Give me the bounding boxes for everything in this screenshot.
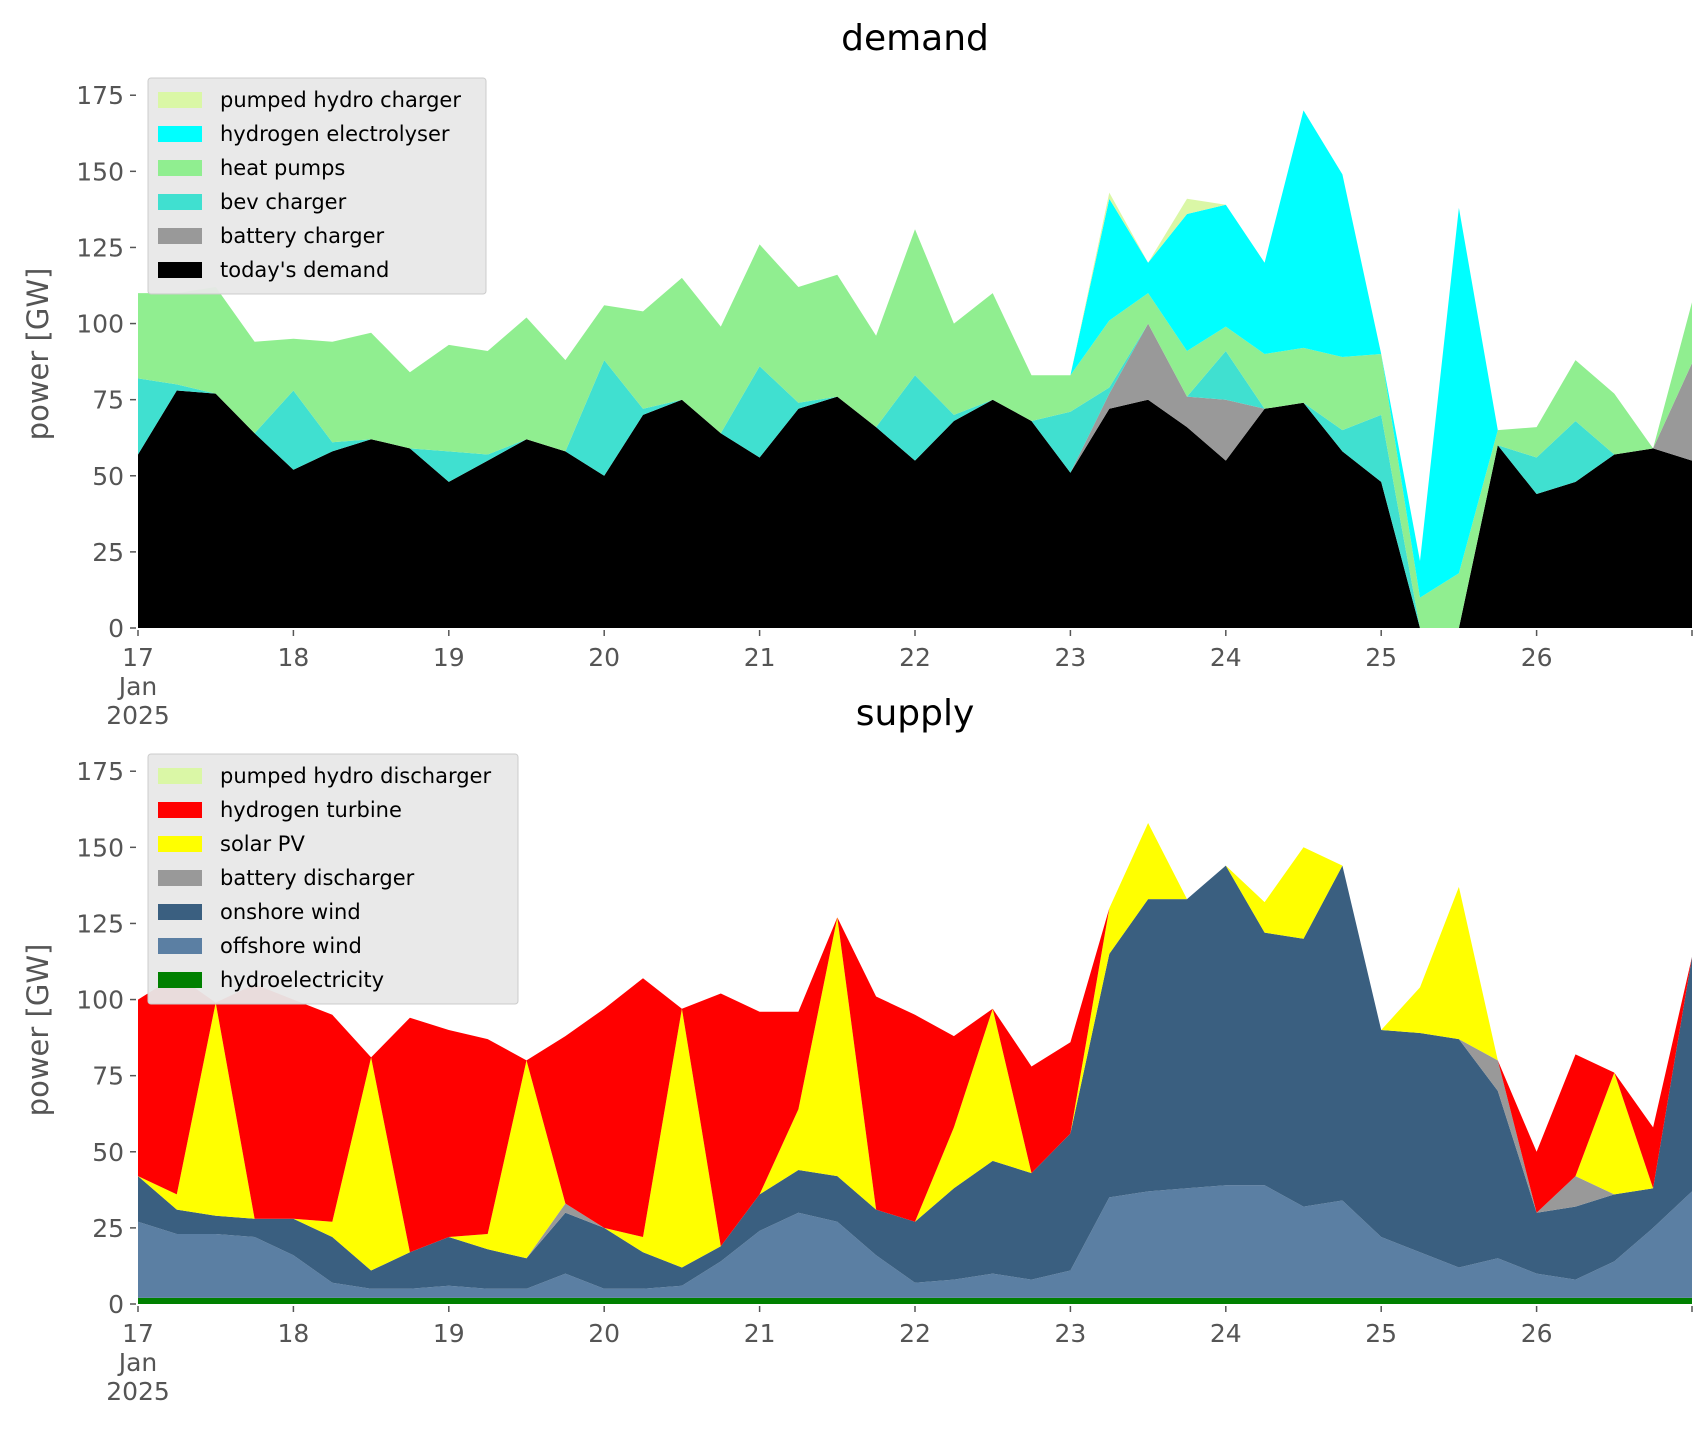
y-tick-label: 75 xyxy=(92,386,124,415)
x-tick-label: 24 xyxy=(1210,643,1242,672)
legend-label: pumped hydro charger xyxy=(220,88,461,112)
x-tick-label: 19 xyxy=(433,1319,465,1348)
legend-swatch xyxy=(158,802,202,818)
legend-box xyxy=(147,77,487,295)
legend-label: hydrogen electrolyser xyxy=(220,122,450,146)
y-tick-label: 100 xyxy=(76,986,124,1015)
x-tick-label: 20 xyxy=(588,1319,620,1348)
legend-swatch xyxy=(158,768,202,784)
legend-swatch xyxy=(158,870,202,886)
y-tick-label: 150 xyxy=(76,157,124,186)
y-axis-label: power [GW] xyxy=(21,944,55,1117)
x-tick-label: 25 xyxy=(1365,1319,1397,1348)
area-series-1 xyxy=(138,1185,1692,1298)
x-tick-sublabel: 2025 xyxy=(106,701,170,730)
x-tick-label: 25 xyxy=(1365,643,1397,672)
legend-label: battery discharger xyxy=(220,866,415,890)
x-tick-label: 23 xyxy=(1054,643,1086,672)
y-tick-label: 175 xyxy=(76,757,124,786)
y-tick-label: 25 xyxy=(92,538,124,567)
legend-label: hydroelectricity xyxy=(220,968,384,992)
chart-title: supply xyxy=(856,693,975,734)
x-tick-label: 17 xyxy=(122,643,154,672)
y-tick-label: 125 xyxy=(76,233,124,262)
x-tick-label: 21 xyxy=(744,643,776,672)
x-tick-label: 18 xyxy=(277,643,309,672)
legend-label: bev charger xyxy=(220,190,347,214)
y-axis-label: power [GW] xyxy=(21,268,55,441)
area-series-4 xyxy=(138,823,1692,1271)
legend-swatch xyxy=(158,938,202,954)
area-series-0 xyxy=(138,1297,1692,1304)
legend-label: pumped hydro discharger xyxy=(220,764,491,788)
x-tick-label: 24 xyxy=(1210,1319,1242,1348)
supply-panel: supply power [GW] 0 25 50 75 100 125 150 175 17Jan… xyxy=(21,693,1693,1406)
x-tick-label: 19 xyxy=(433,643,465,672)
y-tick-label: 50 xyxy=(92,1138,124,1167)
legend-label: offshore wind xyxy=(220,934,362,958)
legend-box xyxy=(147,753,519,1005)
legend-label: today's demand xyxy=(220,258,389,282)
area-series-2 xyxy=(138,323,1692,628)
y-tick-label: 0 xyxy=(108,614,124,643)
legend-swatch xyxy=(158,904,202,920)
y-tick-label: 50 xyxy=(92,462,124,491)
chart-title: demand xyxy=(841,18,989,59)
y-tick-label: 0 xyxy=(108,1290,124,1319)
y-tick-label: 100 xyxy=(76,310,124,339)
y-tick-label: 150 xyxy=(76,833,124,862)
area-series-5 xyxy=(138,823,1692,1253)
x-tick-label: 22 xyxy=(899,1319,931,1348)
x-tick-label: 26 xyxy=(1521,643,1553,672)
legend-swatch xyxy=(158,228,202,244)
legend-swatch xyxy=(158,836,202,852)
legend-swatch xyxy=(158,194,202,210)
legend-swatch xyxy=(158,126,202,142)
x-tick-label: 23 xyxy=(1054,1319,1086,1348)
x-tick-sublabel: Jan xyxy=(117,1348,158,1377)
y-tick-label: 175 xyxy=(76,81,124,110)
legend-label: solar PV xyxy=(220,832,305,856)
area-series-4 xyxy=(138,110,1692,598)
x-tick-label: 26 xyxy=(1521,1319,1553,1348)
area-series-3 xyxy=(138,229,1692,628)
legend-label: heat pumps xyxy=(220,156,345,180)
demand-panel: demand power [GW] 0 25 50 75 100 125 150 175 17Jan… xyxy=(21,18,1693,730)
legend-swatch xyxy=(158,160,202,176)
x-tick-label: 21 xyxy=(744,1319,776,1348)
y-tick-label: 25 xyxy=(92,1214,124,1243)
x-tick-label: 20 xyxy=(588,643,620,672)
legend-label: battery charger xyxy=(220,224,385,248)
legend-label: onshore wind xyxy=(220,900,361,924)
y-tick-label: 125 xyxy=(76,909,124,938)
legend-swatch xyxy=(158,262,202,278)
x-tick-label: 22 xyxy=(899,643,931,672)
y-tick-label: 75 xyxy=(92,1062,124,1091)
legend-swatch xyxy=(158,972,202,988)
x-tick-label: 18 xyxy=(277,1319,309,1348)
legend-label: hydrogen turbine xyxy=(220,798,402,822)
x-tick-label: 17 xyxy=(122,1319,154,1348)
area-series-0 xyxy=(138,390,1692,628)
x-tick-sublabel: Jan xyxy=(117,672,158,701)
x-tick-sublabel: 2025 xyxy=(106,1377,170,1406)
area-series-2 xyxy=(138,865,1692,1289)
legend-swatch xyxy=(158,92,202,108)
